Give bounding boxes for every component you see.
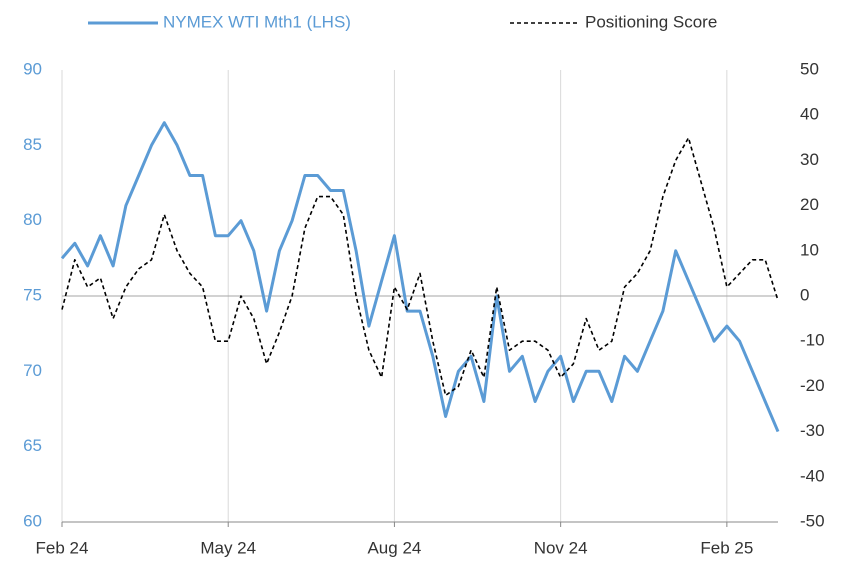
y2-tick-label: 30 (800, 150, 819, 169)
y-tick-label: 90 (23, 59, 42, 78)
y-tick-label: 60 (23, 511, 42, 530)
x-tick-label: Feb 25 (700, 538, 753, 557)
y2-tick-label: 0 (800, 285, 809, 304)
x-tick-label: Aug 24 (367, 538, 421, 557)
y2-tick-label: -20 (800, 376, 825, 395)
x-tick-label: Nov 24 (534, 538, 588, 557)
legend-label: NYMEX WTI Mth1 (LHS) (163, 12, 351, 31)
y-tick-label: 80 (23, 210, 42, 229)
y-tick-label: 70 (23, 361, 42, 380)
y2-tick-label: -50 (800, 511, 825, 530)
y-tick-label: 85 (23, 135, 42, 154)
y2-tick-label: -40 (800, 466, 825, 485)
y2-tick-label: -10 (800, 331, 825, 350)
x-tick-label: Feb 24 (36, 538, 89, 557)
legend-label: Positioning Score (585, 12, 717, 31)
y2-tick-label: 20 (800, 195, 819, 214)
y2-tick-label: 10 (800, 240, 819, 259)
y2-tick-label: 40 (800, 105, 819, 124)
y2-tick-label: -30 (800, 421, 825, 440)
y-tick-label: 75 (23, 285, 42, 304)
series-line (60, 121, 780, 433)
series-line (61, 137, 779, 397)
y-tick-label: 65 (23, 436, 42, 455)
y2-tick-label: 50 (800, 59, 819, 78)
x-tick-label: May 24 (200, 538, 256, 557)
